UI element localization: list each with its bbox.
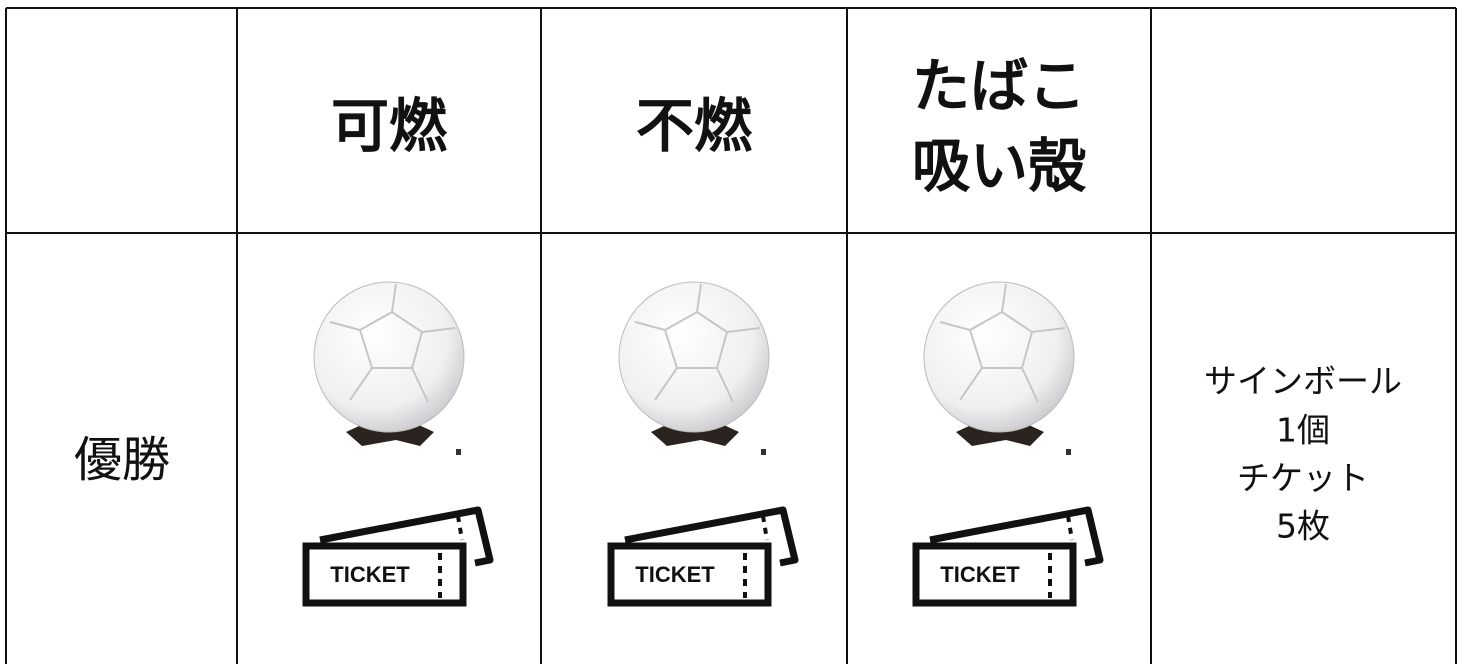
ticket-text: TICKET (330, 562, 410, 587)
ticket-front (607, 542, 772, 607)
soccer-ball (313, 281, 465, 433)
ticket-dash (761, 515, 769, 541)
soccer-ball (923, 281, 1075, 433)
ticket-text: TICKET (635, 562, 715, 587)
ball-seams (939, 283, 1066, 403)
ball-seams (634, 283, 761, 403)
ticket-back (319, 506, 494, 567)
row-label: 優勝 (74, 432, 170, 488)
prize-line: チケット (1237, 459, 1369, 498)
prize-icons: TICKET (912, 281, 1104, 607)
ball-seams (329, 283, 456, 403)
header-cell: たばこ (912, 52, 1086, 120)
prize-line: サインボール (1204, 362, 1402, 401)
header-cell: 可燃 (331, 92, 448, 160)
header-cell: 不燃 (636, 92, 753, 160)
dot (456, 449, 461, 455)
prize-line: 1個 (1276, 411, 1330, 450)
ticket-back (929, 506, 1104, 567)
ticket-dash (1066, 515, 1074, 541)
dot (1066, 449, 1071, 455)
dot (761, 449, 766, 455)
prize-icons: TICKET (302, 281, 494, 607)
ticket-text: TICKET (940, 562, 1020, 587)
header-cell: 吸い殻 (912, 132, 1087, 200)
prize-icons: TICKET (607, 281, 799, 607)
ticket-dash (456, 515, 464, 541)
soccer-ball (618, 281, 770, 433)
table-grid (5, 7, 1457, 664)
ticket-back (624, 506, 799, 567)
prize-line: 5枚 (1276, 507, 1330, 546)
ticket-front (912, 542, 1077, 607)
ticket-front (302, 542, 467, 607)
